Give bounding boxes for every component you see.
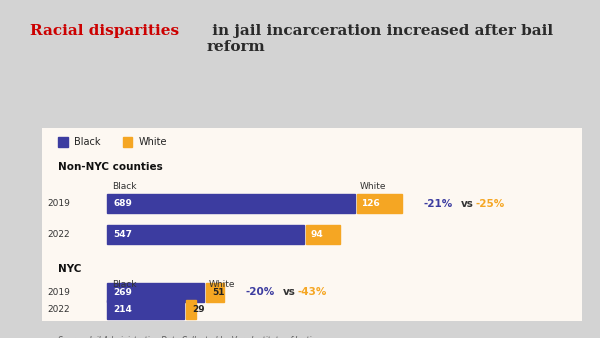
Text: White: White: [360, 182, 386, 191]
Text: Black: Black: [112, 280, 137, 289]
Bar: [107, 225, 304, 244]
Text: in jail incarceration increased after bail
reform: in jail incarceration increased after ba…: [207, 24, 553, 54]
Text: Source: Jail Administrative Data Collected by Vera Institute of Justice: Source: Jail Administrative Data Collect…: [58, 336, 320, 338]
Bar: [206, 283, 224, 302]
Text: 126: 126: [361, 199, 380, 208]
Bar: [306, 225, 340, 244]
Text: Racial disparities: Racial disparities: [30, 24, 179, 38]
Bar: [123, 137, 133, 147]
Bar: [107, 300, 184, 319]
Text: 2019: 2019: [47, 288, 70, 297]
Text: 94: 94: [310, 230, 323, 239]
Text: 214: 214: [113, 305, 132, 314]
Text: 269: 269: [113, 288, 132, 297]
Text: Black: Black: [74, 137, 101, 147]
Text: 29: 29: [193, 305, 205, 314]
Bar: [107, 194, 355, 213]
Text: Black: Black: [112, 182, 137, 191]
Text: 547: 547: [113, 230, 132, 239]
Text: NYC: NYC: [58, 264, 82, 274]
Text: White: White: [209, 280, 235, 289]
Text: -25%: -25%: [475, 199, 505, 209]
Text: -21%: -21%: [424, 199, 453, 209]
Text: 2022: 2022: [47, 230, 70, 239]
Bar: [58, 137, 68, 147]
Text: Non-NYC counties: Non-NYC counties: [58, 162, 163, 172]
Text: 2022: 2022: [47, 305, 70, 314]
Text: -43%: -43%: [297, 287, 326, 297]
Text: 689: 689: [113, 199, 132, 208]
Text: vs: vs: [283, 287, 295, 297]
Bar: [107, 283, 203, 302]
Text: vs: vs: [461, 199, 473, 209]
Text: -20%: -20%: [246, 287, 275, 297]
Bar: [357, 194, 403, 213]
Text: White: White: [139, 137, 167, 147]
Text: 51: 51: [212, 288, 225, 297]
Text: 2019: 2019: [47, 199, 70, 208]
Bar: [186, 300, 196, 319]
